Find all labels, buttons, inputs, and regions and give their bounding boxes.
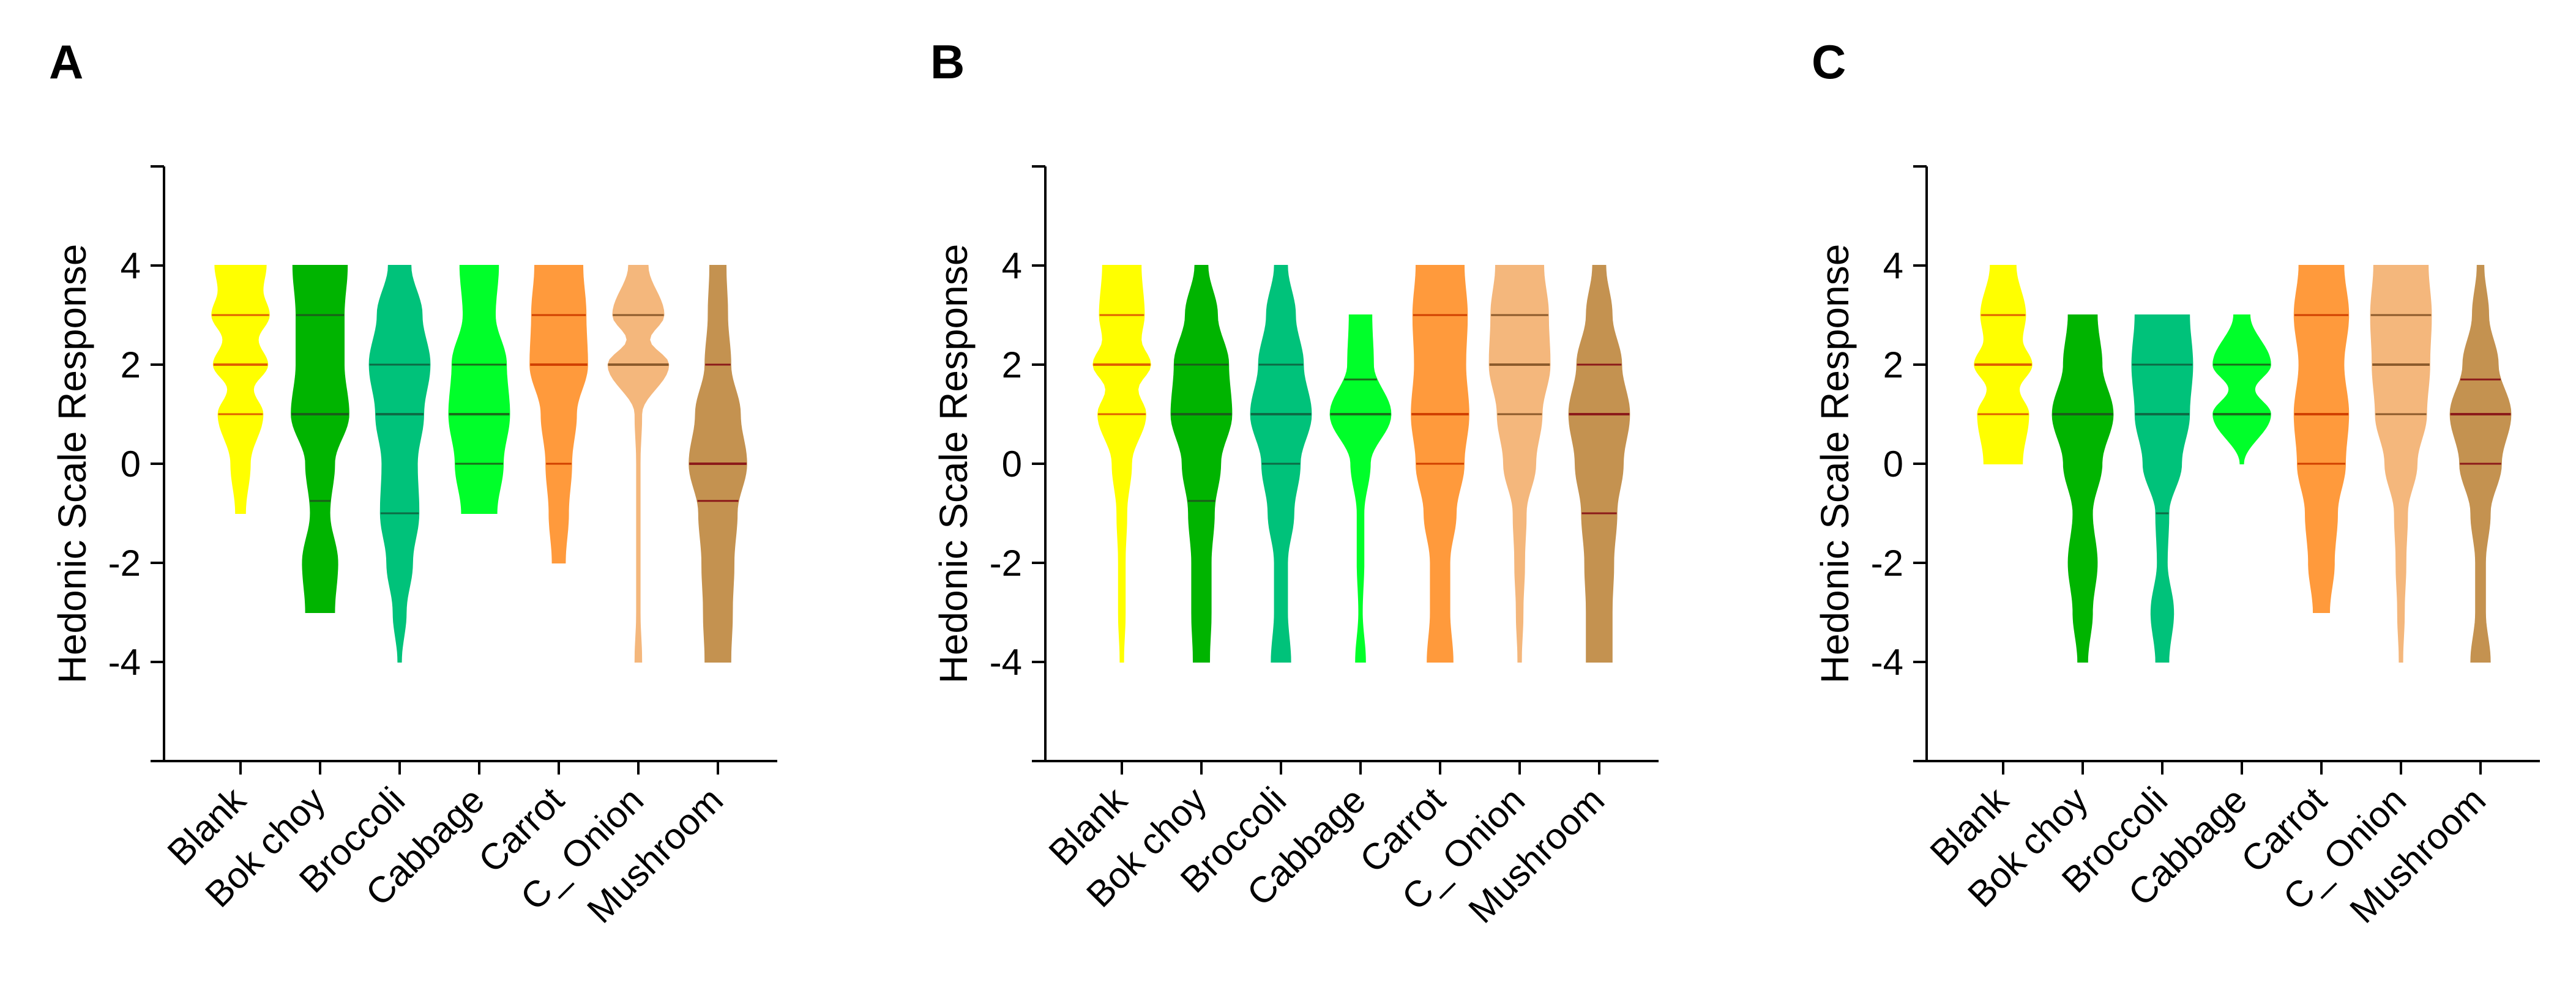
panel-a-y-tick-label: 2: [121, 344, 141, 385]
panel-b-violin-cabbage: [1329, 314, 1392, 663]
panel-b-y-tick-label: 2: [1002, 344, 1022, 385]
panel-a-y-tick-label: 0: [121, 444, 141, 485]
panel-b-violin-bok-choy: [1170, 265, 1233, 663]
panel-b-letter: B: [930, 35, 965, 89]
panel-c-y-tick-label: -2: [1871, 543, 1903, 584]
panel-a-violin-c-onion: [607, 265, 670, 663]
panel-b-violin-blank: [1092, 265, 1151, 663]
panel-b-y-tick-label: -2: [990, 543, 1022, 584]
panel-c-y-tick-label: 2: [1883, 344, 1903, 385]
panel-c-y-axis-label: Hedonic Scale Response: [1813, 244, 1857, 684]
panel-c-y-tick-label: 0: [1883, 444, 1903, 485]
panel-c-y-tick-label: 4: [1883, 245, 1903, 286]
panel-a-violin-broccoli: [368, 265, 431, 663]
panel-c-y-tick-label: -4: [1871, 642, 1903, 683]
panel-c-violin-bok-choy: [2051, 314, 2114, 663]
panel-b-y-tick-label: 4: [1002, 245, 1022, 286]
panel-a-violin-bok-choy: [291, 265, 349, 613]
panel-c-letter: C: [1812, 35, 1846, 89]
panel-c-violin-broccoli: [2131, 314, 2193, 663]
panel-b-y-axis-label: Hedonic Scale Response: [931, 244, 976, 684]
panel-a-y-axis-label: Hedonic Scale Response: [50, 244, 94, 684]
panel-a-violin-carrot: [529, 265, 588, 563]
panel-a-violin-cabbage: [448, 265, 510, 514]
panel-b-y-tick-label: 0: [1002, 444, 1022, 485]
panel-b-violin-c-onion: [1488, 265, 1551, 663]
panel-a-y-tick-label: -4: [108, 642, 141, 683]
panel-c-violin-carrot: [2293, 265, 2350, 613]
panel-a-letter: A: [49, 35, 83, 89]
panel-a-violin-blank: [211, 265, 270, 514]
panel-a-y-tick-label: 4: [121, 245, 141, 286]
panel-a-y-tick-label: -2: [108, 543, 141, 584]
panel-b-violin-mushroom: [1568, 265, 1630, 663]
panel-b-y-tick-label: -4: [990, 642, 1022, 683]
panel-c-violin-c-onion: [2370, 265, 2432, 663]
panel-c-violin-cabbage: [2212, 314, 2271, 464]
